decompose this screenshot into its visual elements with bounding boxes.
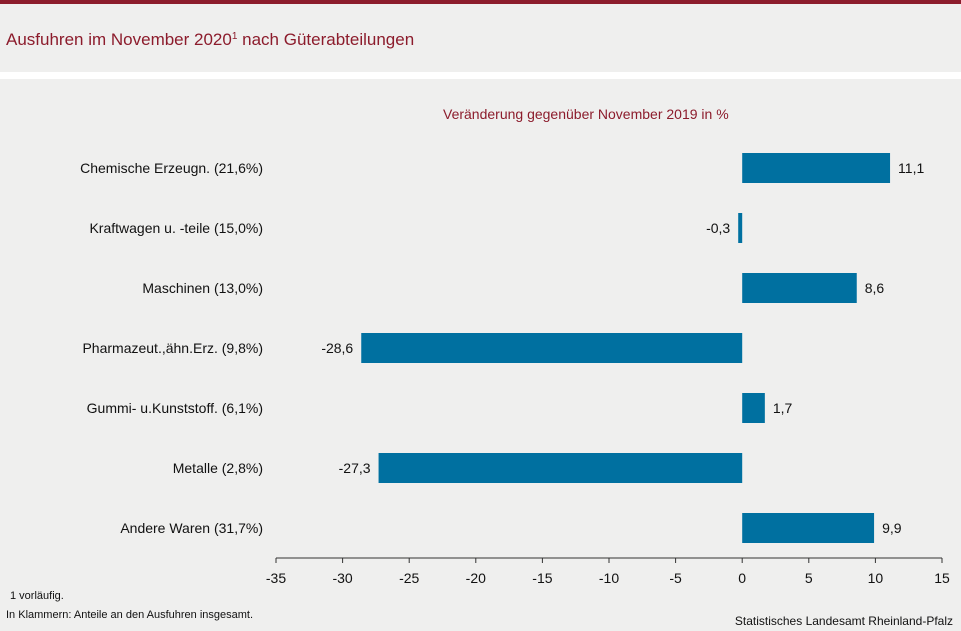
category-label: Metalle (2,8%) <box>173 460 263 476</box>
chart-title-suffix: nach Güterabteilungen <box>237 30 415 49</box>
bar <box>742 393 765 423</box>
value-label: -28,6 <box>321 340 353 356</box>
chart-title: Ausfuhren im November 20201 nach Güterab… <box>6 30 414 50</box>
category-label: Pharmazeut.,ähn.Erz. (9,8%) <box>82 340 263 356</box>
category-label: Maschinen (13,0%) <box>142 280 263 296</box>
x-tick-label: -35 <box>266 570 286 586</box>
source-credit: Statistisches Landesamt Rheinland-Pfalz <box>734 614 953 628</box>
title-band <box>0 4 961 72</box>
x-tick-label: -25 <box>399 570 419 586</box>
x-tick-label: -15 <box>532 570 552 586</box>
footnote-shares: In Klammern: Anteile an den Ausfuhren in… <box>6 609 254 621</box>
x-tick-label: 10 <box>868 570 884 586</box>
category-label: Kraftwagen u. -teile (15,0%) <box>89 220 263 236</box>
value-label: 9,9 <box>882 520 902 536</box>
bar <box>738 213 743 243</box>
value-label: -27,3 <box>339 460 371 476</box>
value-label: 8,6 <box>865 280 885 296</box>
x-tick-label: -30 <box>332 570 352 586</box>
value-label: 1,7 <box>773 400 793 416</box>
title-separator <box>0 72 961 79</box>
bar <box>361 333 743 363</box>
bar <box>378 453 743 483</box>
footnote-preliminary: 1 vorläufig. <box>10 590 64 602</box>
x-tick-label: -5 <box>669 570 682 586</box>
x-tick-label: 0 <box>738 570 746 586</box>
x-tick-label: -10 <box>599 570 619 586</box>
chart-title-text: Ausfuhren im November 2020 <box>6 30 232 49</box>
chart-subtitle: Veränderung gegenüber November 2019 in % <box>443 106 729 122</box>
category-label: Gummi- u.Kunststoff. (6,1%) <box>87 400 263 416</box>
top-accent-rule <box>0 0 961 4</box>
bar <box>742 273 857 303</box>
value-label: -0,3 <box>706 220 730 236</box>
bar <box>742 153 891 183</box>
category-label: Chemische Erzeugn. (21,6%) <box>80 160 263 176</box>
x-tick-label: -20 <box>466 570 486 586</box>
x-tick-label: 15 <box>934 570 950 586</box>
title-footnote-mark: 1 <box>231 31 238 42</box>
bar <box>742 513 875 543</box>
x-tick-label: 5 <box>805 570 813 586</box>
category-label: Andere Waren (31,7%) <box>120 520 263 536</box>
value-label: 11,1 <box>898 160 924 176</box>
